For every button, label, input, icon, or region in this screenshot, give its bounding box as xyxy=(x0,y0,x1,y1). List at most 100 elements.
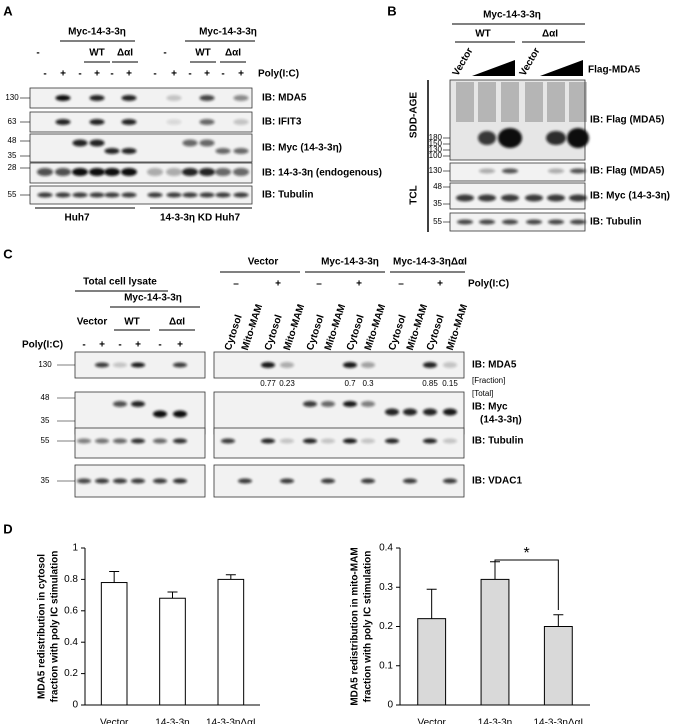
blot xyxy=(449,79,586,161)
band xyxy=(166,119,182,125)
label: IB: VDAC1 xyxy=(472,476,522,487)
band xyxy=(321,438,335,444)
band xyxy=(95,478,109,484)
band xyxy=(89,139,105,147)
band xyxy=(153,478,167,484)
band xyxy=(166,95,182,101)
bar xyxy=(543,626,573,706)
error-bar xyxy=(553,614,564,627)
smear xyxy=(456,82,474,122)
band xyxy=(121,119,137,125)
band xyxy=(95,438,109,444)
blot xyxy=(213,391,465,435)
label: - xyxy=(118,340,121,351)
band xyxy=(104,168,120,176)
band xyxy=(443,408,457,416)
label: IB: 14-3-3η (endogenous) xyxy=(262,168,382,179)
band xyxy=(173,478,187,484)
smear xyxy=(525,82,543,122)
label: Myc-14-3-3ηΔαI xyxy=(393,257,467,268)
band xyxy=(478,131,496,145)
band xyxy=(113,438,127,444)
label: 130 xyxy=(38,360,52,369)
band xyxy=(423,362,437,368)
label: Mito-MAM xyxy=(323,303,348,352)
smear xyxy=(569,82,587,122)
label: Myc-14-3-3η xyxy=(68,27,126,38)
band xyxy=(569,194,587,202)
label: IB: Myc xyxy=(472,402,508,413)
label: + xyxy=(177,340,183,351)
label: A xyxy=(3,3,13,18)
label: IB: Myc (14-3-3η) xyxy=(590,191,670,202)
band xyxy=(261,438,275,444)
band xyxy=(121,192,137,198)
band xyxy=(501,194,519,202)
label: Poly(I:C) xyxy=(258,69,299,80)
label: 100 xyxy=(429,151,443,160)
x-tick-label: Vector xyxy=(417,718,446,724)
band xyxy=(55,119,71,125)
label: IB: Flag (MDA5) xyxy=(590,166,664,177)
band xyxy=(199,168,215,176)
label: Cytosol xyxy=(425,313,447,351)
label: IB: MDA5 xyxy=(472,360,517,371)
label: SDD-AGE xyxy=(409,92,420,138)
label: 63 xyxy=(8,117,17,126)
label: Poly(I:C) xyxy=(468,279,509,290)
label: 130 xyxy=(429,145,443,154)
label: WT xyxy=(475,29,491,40)
error-bar xyxy=(167,591,178,599)
band xyxy=(72,192,88,198)
band xyxy=(361,401,375,407)
band xyxy=(113,478,127,484)
blot xyxy=(213,351,465,379)
blot xyxy=(29,133,253,163)
band xyxy=(199,192,215,198)
band xyxy=(548,219,564,225)
band xyxy=(37,168,53,176)
y-axis-label: fraction with poly IC stimulation xyxy=(363,551,374,703)
label: – xyxy=(233,279,239,290)
bar xyxy=(100,582,128,706)
label: Myc-14-3-3η xyxy=(124,293,182,304)
band xyxy=(221,438,235,444)
label: IB: Myc (14-3-3η) xyxy=(262,143,342,154)
label: IB: IFIT3 xyxy=(262,117,302,128)
band xyxy=(131,401,145,407)
band xyxy=(89,192,105,198)
band xyxy=(199,139,215,147)
label: 48 xyxy=(433,182,442,191)
label: ΔαI xyxy=(225,48,241,59)
band xyxy=(199,95,215,101)
label: Myc-14-3-3η xyxy=(483,10,541,21)
y-tick-label: 0.1 xyxy=(379,660,393,671)
label: + xyxy=(204,69,210,80)
label: - xyxy=(153,69,156,80)
label: + xyxy=(135,340,141,351)
band xyxy=(72,168,88,176)
y-tick-label: 0 xyxy=(387,700,393,711)
band xyxy=(567,128,589,148)
label: Mito-MAM xyxy=(240,303,265,352)
label: - xyxy=(82,340,85,351)
label: 55 xyxy=(8,190,17,199)
label: – xyxy=(316,279,322,290)
band xyxy=(121,168,137,176)
band xyxy=(343,362,357,368)
bar xyxy=(159,597,186,706)
label: + xyxy=(275,279,281,290)
band xyxy=(343,401,357,407)
label: - xyxy=(78,69,81,80)
band xyxy=(166,192,182,198)
label: 35 xyxy=(41,476,50,485)
band xyxy=(233,148,249,154)
label: IB: MDA5 xyxy=(262,93,307,104)
band xyxy=(478,194,496,202)
label: C xyxy=(3,246,13,261)
band xyxy=(215,192,231,198)
label: IB: Tubulin xyxy=(262,190,313,201)
label: + xyxy=(94,69,100,80)
band xyxy=(502,168,518,174)
band xyxy=(385,408,399,416)
